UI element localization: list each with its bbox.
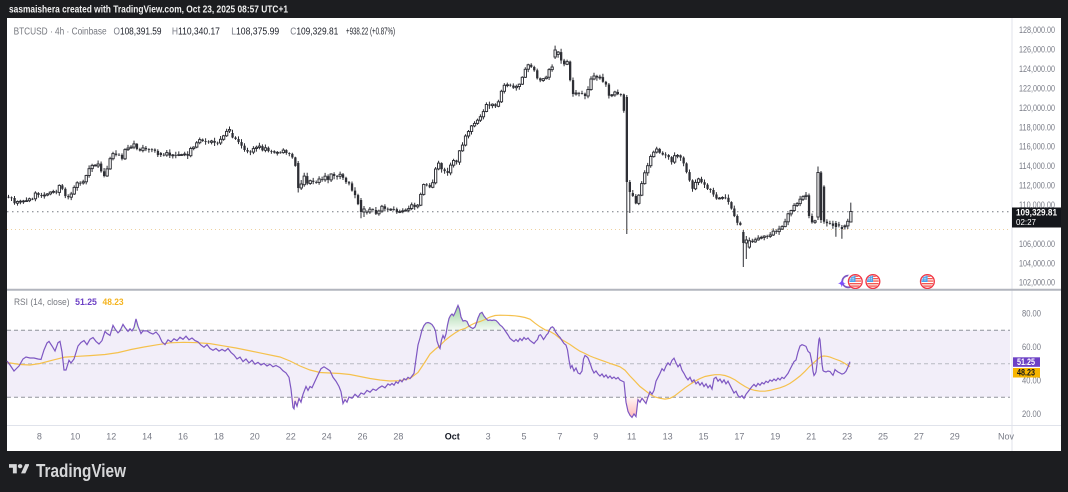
svg-text:51.25: 51.25 xyxy=(1017,357,1035,367)
svg-text:102,000.00: 102,000.00 xyxy=(1019,278,1055,288)
svg-text:24: 24 xyxy=(322,432,332,442)
svg-text:RSI (14, close): RSI (14, close) xyxy=(14,297,70,307)
svg-text:106,000.00: 106,000.00 xyxy=(1019,239,1055,249)
svg-text:26: 26 xyxy=(357,432,367,442)
svg-text:51.25: 51.25 xyxy=(75,297,97,307)
svg-text:Oct: Oct xyxy=(445,432,460,442)
svg-text:BTCUSD · 4h · Coinbase: BTCUSD · 4h · Coinbase xyxy=(14,27,107,38)
svg-text:80.00: 80.00 xyxy=(1022,309,1041,319)
svg-text:Nov: Nov xyxy=(998,432,1015,442)
svg-text:20.00: 20.00 xyxy=(1022,409,1041,419)
svg-text:22: 22 xyxy=(286,432,296,442)
svg-text:28: 28 xyxy=(393,432,403,442)
svg-text:126,000.00: 126,000.00 xyxy=(1019,45,1055,55)
svg-text:25: 25 xyxy=(878,432,888,442)
svg-text:H110,340.17: H110,340.17 xyxy=(172,27,220,38)
svg-text:116,000.00: 116,000.00 xyxy=(1019,142,1055,152)
svg-text:9: 9 xyxy=(593,432,598,442)
svg-text:5: 5 xyxy=(521,432,526,442)
svg-text:48.23: 48.23 xyxy=(103,297,124,307)
svg-text:20: 20 xyxy=(250,432,260,442)
svg-text:124,000.00: 124,000.00 xyxy=(1019,64,1055,74)
svg-text:128,000.00: 128,000.00 xyxy=(1019,25,1055,35)
svg-text:120,000.00: 120,000.00 xyxy=(1019,103,1055,113)
svg-text:+938.22 (+0.87%): +938.22 (+0.87%) xyxy=(346,27,395,38)
svg-text:114,000.00: 114,000.00 xyxy=(1019,161,1055,171)
svg-text:17: 17 xyxy=(734,432,744,442)
svg-text:27: 27 xyxy=(914,432,924,442)
svg-text:02:27: 02:27 xyxy=(1016,217,1036,227)
svg-text:40.00: 40.00 xyxy=(1022,376,1041,386)
svg-text:48.23: 48.23 xyxy=(1017,368,1035,378)
svg-text:16: 16 xyxy=(178,432,188,442)
svg-text:3: 3 xyxy=(486,432,491,442)
svg-text:TradingView: TradingView xyxy=(36,460,126,481)
svg-text:23: 23 xyxy=(842,432,852,442)
svg-text:13: 13 xyxy=(663,432,673,442)
svg-text:12: 12 xyxy=(106,432,116,442)
svg-text:104,000.00: 104,000.00 xyxy=(1019,258,1055,268)
svg-text:109,329.81: 109,329.81 xyxy=(1016,208,1058,219)
svg-text:7: 7 xyxy=(557,432,562,442)
svg-text:19: 19 xyxy=(770,432,780,442)
svg-text:112,000.00: 112,000.00 xyxy=(1019,181,1055,191)
svg-text:sasmaishera created with Tradi: sasmaishera created with TradingView.com… xyxy=(9,5,288,16)
svg-text:10: 10 xyxy=(70,432,80,442)
svg-text:18: 18 xyxy=(214,432,224,442)
svg-text:11: 11 xyxy=(627,432,636,442)
svg-text:29: 29 xyxy=(950,432,960,442)
svg-text:C109,329.81: C109,329.81 xyxy=(290,27,338,38)
svg-text:110,000.00: 110,000.00 xyxy=(1019,200,1055,210)
svg-text:60.00: 60.00 xyxy=(1022,342,1041,352)
svg-text:15: 15 xyxy=(698,432,708,442)
svg-text:L108,375.99: L108,375.99 xyxy=(231,27,279,38)
svg-text:118,000.00: 118,000.00 xyxy=(1019,122,1055,132)
svg-text:14: 14 xyxy=(142,432,152,442)
svg-text:O108,391.59: O108,391.59 xyxy=(114,27,162,38)
svg-text:8: 8 xyxy=(37,432,42,442)
svg-text:21: 21 xyxy=(806,432,816,442)
svg-text:122,000.00: 122,000.00 xyxy=(1019,84,1055,94)
